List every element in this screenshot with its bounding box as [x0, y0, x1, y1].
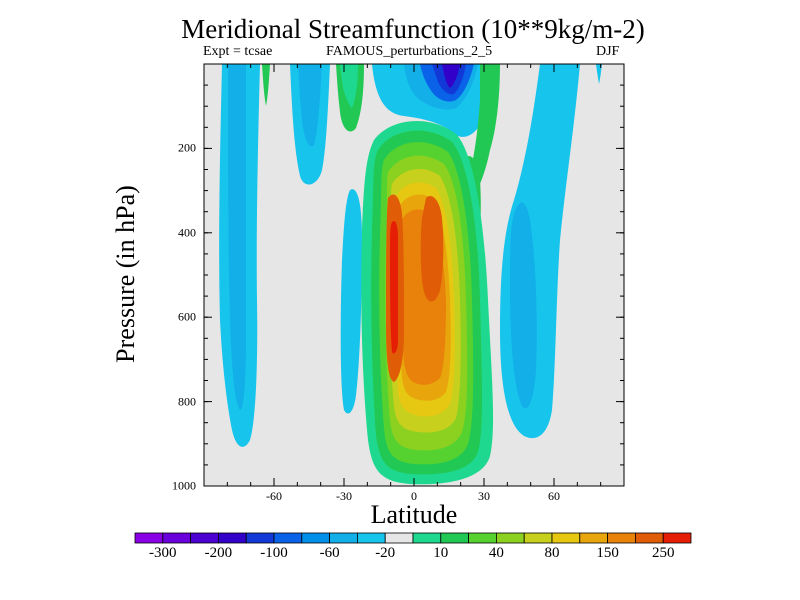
colorbar-label: -60: [319, 545, 340, 561]
nh-small-green: [262, 64, 270, 106]
neg-band-west-of-hadley: [340, 189, 362, 414]
upper-negative-green: [468, 64, 500, 196]
colorbar-swatch: [356, 532, 386, 544]
y-tick-label: 1000: [172, 478, 196, 493]
colorbar-label: -100: [260, 545, 288, 561]
x-tick-label: -30: [336, 489, 352, 503]
colorbar-label: 10: [433, 545, 449, 561]
colorbar-swatch: [217, 532, 247, 544]
colorbar-swatch: [134, 532, 164, 544]
colorbar-swatch: [384, 532, 414, 544]
nh-ferrel-inner: [228, 64, 246, 410]
colorbar-swatch: [662, 532, 692, 544]
colorbar-label: 250: [651, 545, 675, 561]
x-tick-label: 30: [478, 489, 490, 503]
hadley-core-right: [420, 196, 444, 302]
colorbar-label: -200: [204, 545, 233, 561]
colorbar-label: 150: [596, 545, 619, 561]
y-tick-label: 200: [178, 140, 196, 155]
colorbar-swatch: [245, 532, 275, 544]
experiment-label: Expt = tcsae: [203, 44, 273, 59]
colorbar-swatch: [440, 532, 469, 544]
upper-negative-core: [442, 64, 460, 88]
colorbar-label: 80: [544, 545, 560, 561]
colorbar-swatch: [523, 532, 553, 544]
season-label: DJF: [596, 44, 620, 59]
upper-green-lobe-inner: [340, 64, 358, 108]
colorbar-swatch: [579, 532, 608, 544]
y-tick-label: 800: [178, 394, 196, 409]
colorbar-swatch: [468, 532, 497, 544]
contour-fields: [219, 64, 602, 485]
dataset-label: FAMOUS_perturbations_2_5: [326, 44, 493, 59]
colorbar-label: -20: [375, 545, 396, 561]
y-tick-label: 400: [178, 225, 196, 240]
colorbar-label: 40: [488, 545, 504, 561]
colorbar-swatch: [635, 532, 664, 544]
x-tick-label: 0: [411, 489, 417, 503]
colorbar-swatch: [273, 532, 303, 544]
y-tick-label: 600: [178, 309, 196, 324]
x-axis-label: Latitude: [370, 500, 458, 529]
sh-small-cyan: [596, 64, 602, 84]
nh-mid-negative-inner: [298, 64, 322, 147]
colorbar-swatch: [607, 532, 636, 544]
colorbar: [134, 532, 692, 544]
sh-ferrel-inner: [510, 202, 537, 409]
x-tick-label: 60: [548, 489, 560, 503]
axis-ticks: [204, 64, 624, 487]
colorbar-swatch: [551, 532, 581, 544]
colorbar-swatch: [329, 532, 358, 544]
colorbar-swatch: [495, 532, 525, 544]
hadley-core-max: [390, 220, 398, 354]
chart-title: Meridional Streamfunction (10**9kg/m-2): [181, 14, 645, 44]
colorbar-label: -300: [149, 545, 177, 561]
colorbar-swatch: [162, 532, 192, 544]
x-tick-label: -60: [266, 489, 282, 503]
colorbar-swatch: [190, 532, 219, 544]
colorbar-swatch: [301, 532, 330, 544]
y-axis-label: Pressure (in hPa): [111, 185, 140, 363]
colorbar-swatch: [412, 532, 442, 544]
